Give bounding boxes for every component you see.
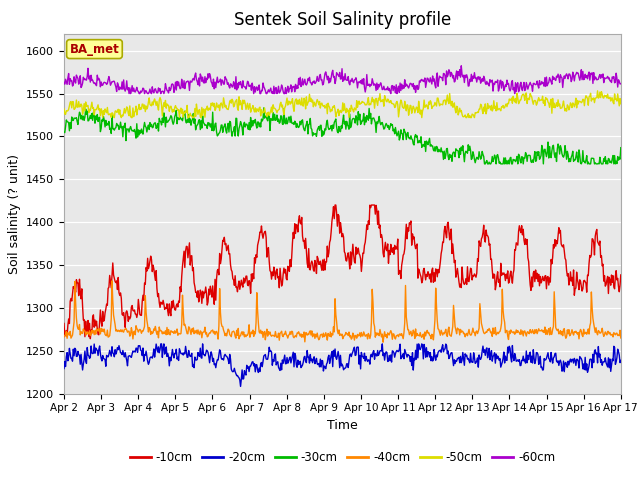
Text: BA_met: BA_met: [70, 43, 119, 56]
Title: Sentek Soil Salinity profile: Sentek Soil Salinity profile: [234, 11, 451, 29]
X-axis label: Time: Time: [327, 419, 358, 432]
Y-axis label: Soil salinity (? unit): Soil salinity (? unit): [8, 154, 20, 274]
Legend: -10cm, -20cm, -30cm, -40cm, -50cm, -60cm: -10cm, -20cm, -30cm, -40cm, -50cm, -60cm: [125, 446, 560, 469]
